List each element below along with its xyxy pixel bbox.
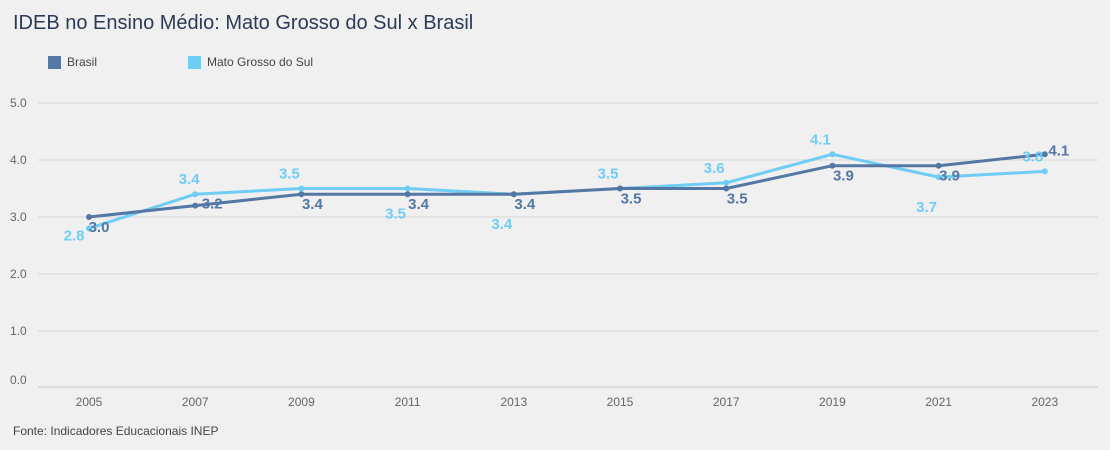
data-label-brasil: 3.9 bbox=[833, 168, 854, 185]
data-point-ms bbox=[829, 151, 836, 158]
data-label-brasil: 4.1 bbox=[1048, 142, 1069, 159]
data-point-brasil bbox=[935, 162, 942, 169]
data-point-brasil bbox=[298, 191, 305, 198]
y-tick-label: 2.0 bbox=[10, 267, 27, 281]
legend-item-ms[interactable]: Mato Grosso do Sul bbox=[188, 55, 313, 69]
x-tick-label: 2005 bbox=[76, 395, 103, 409]
data-label-brasil: 3.9 bbox=[939, 168, 960, 185]
y-tick-label: 1.0 bbox=[10, 324, 27, 338]
x-tick-label: 2009 bbox=[288, 395, 315, 409]
data-label-ms: 3.6 bbox=[704, 160, 725, 177]
x-tick-label: 2007 bbox=[182, 395, 209, 409]
data-point-ms bbox=[298, 185, 305, 192]
data-label-ms: 4.1 bbox=[810, 131, 831, 148]
data-point-brasil bbox=[192, 202, 199, 209]
data-label-ms: 3.4 bbox=[491, 216, 513, 233]
x-tick-label: 2013 bbox=[500, 395, 527, 409]
data-point-ms bbox=[404, 185, 411, 192]
data-label-ms: 3.5 bbox=[598, 166, 619, 183]
series-line-brasil bbox=[88, 152, 1045, 219]
data-point-brasil bbox=[829, 162, 836, 169]
data-label-ms: 3.5 bbox=[279, 166, 300, 183]
data-label-ms: 2.8 bbox=[64, 227, 85, 244]
legend-swatch-brasil bbox=[48, 55, 61, 69]
data-label-ms: 3.8 bbox=[1022, 148, 1043, 165]
x-tick-label: 2015 bbox=[607, 395, 634, 409]
y-tick-label: 4.0 bbox=[10, 153, 27, 167]
legend-label-ms: Mato Grosso do Sul bbox=[207, 55, 314, 69]
x-tick-label: 2023 bbox=[1031, 395, 1058, 409]
data-label-brasil: 3.4 bbox=[408, 196, 430, 213]
legend-swatch-ms bbox=[188, 55, 201, 69]
data-label-brasil: 3.5 bbox=[727, 191, 748, 208]
data-label-brasil: 3.2 bbox=[202, 196, 223, 213]
y-tick-label: 3.0 bbox=[10, 210, 27, 224]
data-point-brasil bbox=[510, 191, 517, 198]
x-tick-label: 2011 bbox=[395, 395, 421, 409]
legend-item-brasil[interactable]: Brasil bbox=[48, 55, 97, 69]
data-point-ms bbox=[192, 191, 199, 198]
data-point-brasil bbox=[404, 191, 411, 198]
x-tick-label: 2021 bbox=[925, 395, 952, 409]
data-point-ms bbox=[723, 179, 730, 186]
y-tick-label: 0.0 bbox=[10, 373, 27, 387]
data-label-ms: 3.7 bbox=[916, 199, 937, 216]
chart-title: IDEB no Ensino Médio: Mato Grosso do Sul… bbox=[13, 12, 474, 34]
data-label-brasil: 3.0 bbox=[89, 219, 110, 236]
data-label-brasil: 3.5 bbox=[621, 191, 642, 208]
x-tick-label: 2019 bbox=[819, 395, 846, 409]
data-point-brasil bbox=[617, 185, 623, 192]
data-point-ms bbox=[935, 174, 942, 181]
data-label-brasil: 3.4 bbox=[302, 196, 324, 213]
data-point-ms bbox=[1041, 168, 1048, 175]
data-label-ms: 3.4 bbox=[179, 171, 201, 188]
legend-label-brasil: Brasil bbox=[67, 55, 98, 69]
data-point-brasil bbox=[723, 185, 730, 192]
y-tick-label: 5.0 bbox=[10, 96, 27, 110]
x-tick-label: 2017 bbox=[713, 395, 740, 409]
data-point-ms bbox=[86, 225, 92, 232]
source-note: Fonte: Indicadores Educacionais INEP bbox=[13, 424, 219, 438]
data-label-ms: 3.5 bbox=[385, 206, 406, 223]
data-point-brasil bbox=[1041, 151, 1048, 158]
data-point-brasil bbox=[86, 214, 92, 220]
data-label-brasil: 3.4 bbox=[514, 196, 536, 213]
